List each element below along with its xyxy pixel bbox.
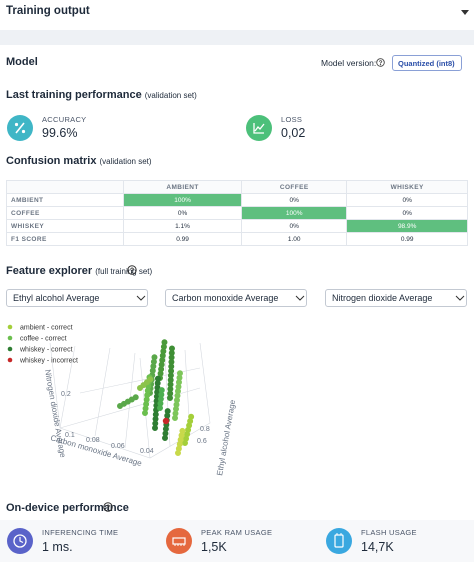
legend-label: whiskey - correct (19, 347, 73, 354)
feature-select[interactable]: Carbon monoxide Average (165, 289, 307, 307)
legend-dot (7, 357, 13, 363)
tick-label: 0.6 (197, 438, 207, 445)
feature-select[interactable]: Nitrogen dioxide Average (325, 289, 467, 307)
cell: 0% (346, 193, 468, 207)
tick-label: 0.8 (200, 426, 210, 433)
column-header: COFFEE (241, 180, 348, 194)
header-title: Training output (6, 5, 90, 17)
ram-icon (166, 528, 192, 554)
flash-icon (326, 528, 352, 554)
row-label: F1 SCORE (6, 232, 124, 246)
subtitle: (full training set) (95, 267, 153, 276)
divider-band (0, 30, 474, 45)
cell: 100% (122, 193, 243, 207)
tick-label: 0.1 (65, 432, 75, 439)
cell: 0% (346, 206, 468, 220)
row-label: AMBIENT (6, 193, 124, 207)
select-carets (136, 295, 465, 301)
help-icon[interactable] (127, 265, 137, 275)
metric-value: 99.6% (42, 126, 78, 140)
metric-label: LOSS (281, 115, 303, 124)
metric-value: 0,02 (281, 126, 306, 140)
select-text: Carbon monoxide Average (172, 293, 279, 303)
metric-value: 1,5K (201, 540, 227, 554)
metric-label: ACCURACY (42, 115, 87, 124)
scatter-3d: ambient - correct coffee - correct whisk… (7, 324, 237, 477)
cell: 0.99 (346, 232, 468, 246)
model-title: Model (6, 56, 38, 68)
scatter-points (117, 335, 195, 456)
legend-label: whiskey - incorrect (19, 358, 78, 365)
cell: 98.9% (346, 219, 468, 233)
title: Last training performance (6, 89, 142, 101)
section-title: Last training performance (validation se… (6, 89, 197, 101)
model-version-select[interactable]: Quantized (int8) (392, 55, 462, 71)
feature-select[interactable]: Ethyl alcohol Average (6, 289, 148, 307)
accuracy-icon (7, 115, 33, 141)
metric-label: INFERENCING TIME (42, 528, 119, 537)
legend-label: ambient - correct (20, 325, 73, 332)
metric-value: 14,7K (361, 540, 394, 554)
row-label: WHISKEY (6, 219, 124, 233)
legend-dot (7, 346, 13, 352)
cell: 1.1% (122, 219, 243, 233)
performance-band (0, 520, 474, 562)
scatter-point (162, 417, 170, 425)
section-title: Confusion matrix (validation set) (6, 155, 152, 167)
loss-icon (246, 115, 272, 141)
metric-label: FLASH USAGE (361, 528, 417, 537)
column-header: AMBIENT (122, 180, 243, 194)
time-icon (7, 528, 33, 554)
metric-label: PEAK RAM USAGE (201, 528, 273, 537)
row-label: COFFEE (6, 206, 124, 220)
model-version-label: Model version: (321, 58, 377, 68)
column-header: WHISKEY (346, 180, 468, 194)
cell: 0% (241, 219, 348, 233)
confusion-matrix: AMBIENT COFFEE WHISKEY AMBIENT 100% 0% 0% COF… (6, 180, 468, 246)
legend-dot (7, 335, 13, 341)
section-title: On-device performance (6, 502, 129, 514)
select-text: Nitrogen dioxide Average (332, 293, 433, 303)
cell: 0% (122, 206, 243, 220)
legend-dot (7, 324, 13, 330)
title: Confusion matrix (6, 155, 97, 167)
tick-label: 0.2 (61, 391, 71, 398)
section-title: Feature explorer (full training set) (6, 265, 152, 277)
select-text: Ethyl alcohol Average (13, 293, 100, 303)
axis-label: Ethyl alcohol Average (215, 399, 237, 477)
cell: 0.99 (122, 232, 243, 246)
subtitle: (validation set) (99, 157, 152, 166)
select-text: Quantized (int8) (398, 59, 455, 68)
cell: 100% (241, 206, 348, 220)
metric-value: 1 ms. (42, 540, 73, 554)
legend-label: coffee - correct (20, 336, 67, 343)
collapse-caret[interactable] (461, 10, 469, 16)
tick-label: 0.06 (111, 443, 125, 450)
cell: 1.00 (241, 232, 348, 246)
cell: 0% (241, 193, 348, 207)
help-icon[interactable] (103, 502, 113, 512)
subtitle: (validation set) (144, 91, 197, 100)
tick-label: 0.08 (86, 437, 100, 444)
title: Feature explorer (6, 265, 93, 277)
help-icon[interactable] (376, 58, 385, 67)
tick-label: 0.04 (140, 448, 154, 455)
